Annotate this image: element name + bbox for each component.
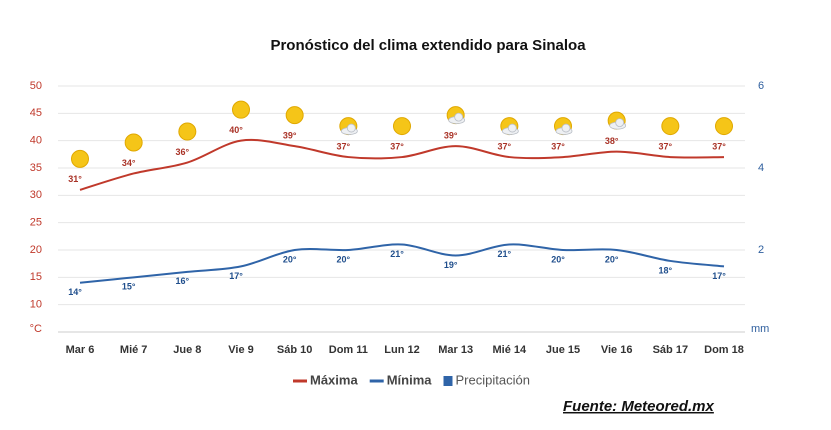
y-tick-label: 20 bbox=[30, 244, 42, 256]
data-label: 20° bbox=[605, 254, 619, 264]
data-label: 19° bbox=[444, 260, 458, 270]
legend-label: Mínima bbox=[387, 372, 433, 387]
chart-title: Pronóstico del clima extendido para Sina… bbox=[270, 37, 586, 54]
data-label: 37° bbox=[498, 141, 512, 151]
x-tick-label: Vie 16 bbox=[601, 344, 633, 356]
data-label: 20° bbox=[283, 254, 297, 264]
data-label: 21° bbox=[390, 249, 404, 259]
weather-icon bbox=[500, 117, 519, 136]
data-label: 20° bbox=[551, 254, 565, 264]
x-tick-label: Dom 18 bbox=[704, 344, 744, 356]
data-label: 37° bbox=[712, 141, 726, 151]
weather-icon bbox=[661, 117, 680, 136]
y-tick-label: 50 bbox=[30, 80, 42, 92]
x-tick-label: Dom 11 bbox=[329, 344, 368, 356]
cloud bbox=[615, 118, 625, 127]
data-label: 21° bbox=[498, 249, 512, 259]
data-label: 18° bbox=[659, 265, 673, 275]
weather-icon bbox=[393, 117, 411, 136]
data-label: 37° bbox=[337, 141, 351, 151]
weather-icon bbox=[232, 100, 250, 119]
y-tick-label: 15 bbox=[30, 271, 42, 283]
x-tick-label: Vie 9 bbox=[228, 344, 254, 356]
data-label: 17° bbox=[229, 271, 243, 281]
data-label: 38° bbox=[605, 136, 619, 146]
y2-tick-label: 6 bbox=[758, 80, 764, 92]
y-tick-label: 25 bbox=[30, 217, 42, 229]
legend-label: Precipitación bbox=[456, 372, 530, 387]
x-tick-label: Mar 6 bbox=[66, 344, 95, 356]
weather-icon bbox=[339, 117, 358, 136]
data-label: 39° bbox=[283, 131, 297, 141]
sun bbox=[393, 117, 411, 136]
data-label: 39° bbox=[444, 131, 458, 141]
y-tick-label: 30 bbox=[30, 189, 42, 201]
data-label: 36° bbox=[176, 147, 190, 157]
line-series bbox=[79, 243, 725, 284]
data-label: 40° bbox=[229, 125, 243, 135]
data-label: 37° bbox=[551, 141, 565, 151]
legend-label: Máxima bbox=[310, 372, 358, 387]
y2-tick-label: 4 bbox=[758, 162, 764, 174]
data-label: 17° bbox=[712, 271, 726, 281]
cloud bbox=[454, 112, 464, 122]
y-tick-label: 35 bbox=[30, 162, 42, 174]
cloud bbox=[346, 123, 356, 133]
weather-icon bbox=[178, 122, 197, 141]
sun bbox=[178, 122, 197, 141]
cloud bbox=[507, 123, 517, 133]
weather-icon bbox=[607, 111, 627, 130]
x-tick-label: Mié 7 bbox=[120, 344, 148, 356]
x-tick-label: Sáb 17 bbox=[653, 344, 688, 356]
y2-tick-label: 2 bbox=[758, 244, 764, 256]
data-label: 37° bbox=[659, 141, 673, 151]
data-label: 37° bbox=[390, 141, 404, 151]
data-label: 14° bbox=[68, 287, 82, 297]
line-series bbox=[79, 138, 725, 191]
x-tick-label: Jue 15 bbox=[546, 344, 580, 356]
data-label: 34° bbox=[122, 158, 136, 168]
sun bbox=[715, 117, 733, 136]
data-label: 20° bbox=[337, 254, 351, 264]
y2-axis-unit: mm bbox=[751, 323, 769, 335]
sun bbox=[285, 106, 304, 125]
weather-icon bbox=[124, 133, 143, 152]
x-tick-label: Jue 8 bbox=[173, 344, 201, 356]
y-tick-label: 10 bbox=[30, 299, 42, 311]
data-label: 15° bbox=[122, 282, 136, 292]
data-label: 31° bbox=[68, 174, 82, 184]
y-tick-label: 40 bbox=[30, 135, 42, 147]
weather-icon bbox=[285, 106, 304, 125]
sun bbox=[71, 149, 89, 168]
weather-icon bbox=[446, 106, 466, 125]
x-tick-label: Mar 13 bbox=[438, 344, 473, 356]
x-tick-label: Mié 14 bbox=[493, 344, 528, 356]
weather-icon bbox=[715, 117, 733, 136]
legend-swatch bbox=[443, 376, 453, 386]
y-axis-unit: °C bbox=[30, 323, 42, 335]
data-label: 16° bbox=[176, 276, 190, 286]
x-tick-label: Lun 12 bbox=[384, 344, 419, 356]
source: Fuente: Meteored.mx bbox=[563, 398, 715, 415]
weather-icon bbox=[71, 149, 89, 168]
y-tick-label: 45 bbox=[30, 107, 42, 119]
sun bbox=[124, 133, 143, 152]
sun bbox=[232, 100, 250, 119]
cloud bbox=[561, 123, 571, 133]
x-tick-label: Sáb 10 bbox=[277, 344, 312, 356]
sun bbox=[661, 117, 680, 136]
weather-icon bbox=[554, 117, 573, 136]
